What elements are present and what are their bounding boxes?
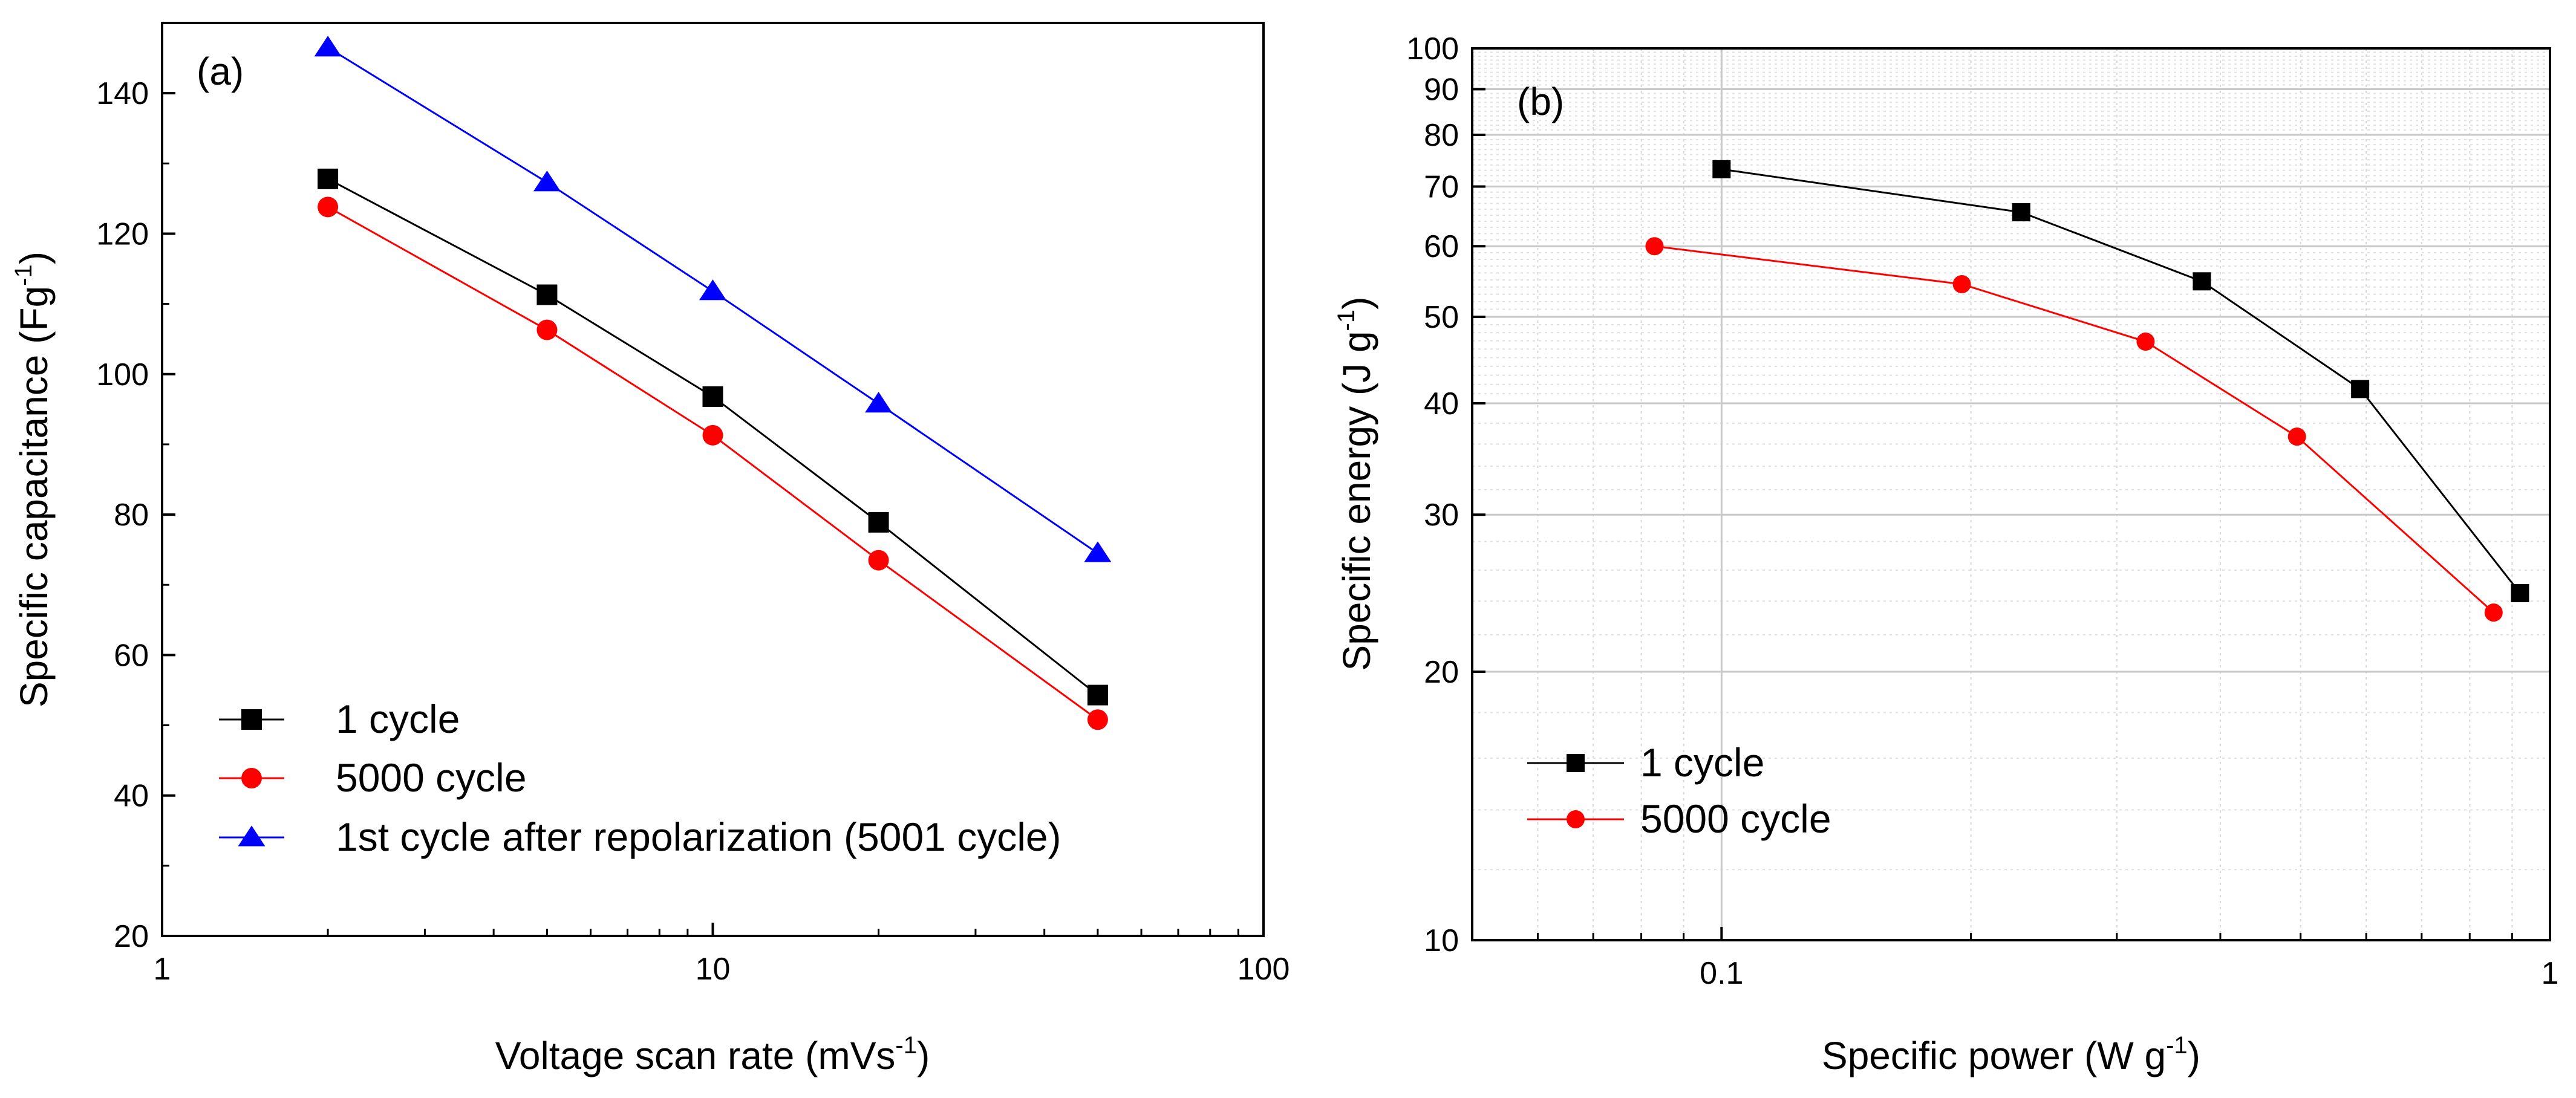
panel-b-plot-frame bbox=[1471, 47, 2551, 941]
panel-a-x-title-main: Voltage scan rate (mVs bbox=[495, 1034, 896, 1077]
panel-a-point-2-3 bbox=[865, 392, 893, 413]
panel-a-y-tick-label: 80 bbox=[114, 498, 149, 533]
panel-b-x-axis-title: Specific power (W g-1) bbox=[1822, 1032, 2200, 1077]
panel-b-y-axis-title: Specific energy (J g-1) bbox=[1333, 297, 1378, 671]
panel-a-point-0-2 bbox=[702, 386, 723, 407]
panel-b-y-tick-label: 100 bbox=[1406, 31, 1459, 67]
panel-b-x-tick-label: 1 bbox=[2542, 956, 2559, 991]
panel-a-y-axis-title: Specific capacitance (Fg-1) bbox=[10, 252, 56, 707]
panel-a-point-1-0 bbox=[318, 197, 339, 218]
panel-a-point-2-1 bbox=[533, 171, 561, 192]
panel-b-point-1-3 bbox=[2287, 427, 2306, 446]
panel-a-legend-marker-2 bbox=[238, 825, 266, 846]
panel-a-point-2-0 bbox=[314, 36, 342, 57]
panel-a-point-0-3 bbox=[868, 512, 889, 533]
panel-b-legend-label-1: 5000 cycle bbox=[1640, 796, 1831, 841]
panel-b-point-0-2 bbox=[2193, 272, 2211, 291]
panel-a-point-2-4 bbox=[1084, 541, 1112, 562]
panel-a-y-title-sup: -1 bbox=[10, 264, 37, 286]
panel-b-x-title-end: ) bbox=[2188, 1034, 2200, 1077]
panel-a-series-line-2 bbox=[327, 47, 1098, 554]
panel-a-point-1-2 bbox=[702, 424, 723, 446]
panel-a-point-0-0 bbox=[318, 168, 339, 189]
panel-b-y-title-main: Specific energy (J g bbox=[1335, 331, 1378, 671]
panel-a-x-tick-label: 1 bbox=[154, 952, 171, 987]
panel-a-legend-marker-0 bbox=[241, 709, 262, 730]
panel-b-y-tick-label: 40 bbox=[1424, 386, 1459, 421]
panel-a-series-layer bbox=[314, 36, 1112, 730]
panel-b-point-0-0 bbox=[1712, 160, 1731, 178]
panel-b-point-0-3 bbox=[2351, 380, 2370, 398]
panel-b-legend: 1 cycle 5000 cycle bbox=[1527, 740, 1831, 841]
panel-a-y-tick-label: 120 bbox=[96, 216, 149, 252]
panel-a-legend-label-0: 1 cycle bbox=[336, 697, 460, 741]
panel-b-y-tick-label: 60 bbox=[1424, 229, 1459, 264]
panel-a-y-tick-label: 40 bbox=[114, 779, 149, 814]
panel-a-y-tick-label: 20 bbox=[114, 919, 149, 954]
panel-a-legend-marker-1 bbox=[241, 768, 262, 788]
panel-b-x-title-sup: -1 bbox=[2166, 1032, 2188, 1059]
panel-a-x-title-end: ) bbox=[917, 1034, 930, 1077]
panel-b-y-title-end: ) bbox=[1335, 297, 1378, 310]
panel-a-x-title-sup: -1 bbox=[895, 1032, 917, 1059]
panel-b-y-tick-label: 10 bbox=[1424, 923, 1459, 958]
panel-b-y-tick-label: 70 bbox=[1424, 169, 1459, 204]
panel-b-gridlines bbox=[1472, 47, 2551, 941]
panel-b-x-tick-label: 0.1 bbox=[1700, 956, 1743, 991]
panel-a-legend-label-1: 5000 cycle bbox=[336, 755, 527, 800]
panel-b-point-1-4 bbox=[2484, 603, 2503, 622]
panel-b-label: (b) bbox=[1517, 80, 1564, 123]
panel-a-point-2-2 bbox=[699, 279, 726, 300]
panel-a-point-0-1 bbox=[536, 284, 558, 305]
panel-a-chart: 20 40 60 80 100 120 140 1 10 100 (a) Voltage scan… bbox=[10, 22, 1290, 1077]
panel-b-point-1-0 bbox=[1645, 237, 1664, 256]
panel-b-legend-label-0: 1 cycle bbox=[1640, 740, 1764, 785]
panel-b-x-title-main: Specific power (W g bbox=[1822, 1034, 2166, 1077]
panel-b-y-tick-label: 50 bbox=[1424, 300, 1459, 335]
panel-b-y-tick-label: 30 bbox=[1424, 498, 1459, 533]
panel-b-chart: 10 20 30 40 50 60 70 80 90 100 0.1 1 (b) Specific p… bbox=[1333, 31, 2558, 1077]
panel-b-point-1-1 bbox=[1952, 274, 1971, 293]
panel-b-y-tick-label: 80 bbox=[1424, 118, 1459, 153]
panel-a-ticks: 20 40 60 80 100 120 140 1 10 100 bbox=[96, 22, 1290, 987]
panel-a-y-tick-label: 140 bbox=[96, 76, 149, 111]
panel-a-x-axis-title: Voltage scan rate (mVs-1) bbox=[495, 1032, 930, 1077]
panel-a-y-title-main: Specific capacitance (Fg bbox=[12, 286, 56, 707]
panel-a-point-1-1 bbox=[536, 319, 558, 340]
panel-a-y-tick-label: 60 bbox=[114, 638, 149, 673]
panel-b-legend-marker-0 bbox=[1567, 754, 1585, 772]
panel-a-x-tick-label: 10 bbox=[696, 952, 731, 987]
panel-a-point-1-4 bbox=[1087, 709, 1108, 730]
panel-b-y-tick-label: 90 bbox=[1424, 72, 1459, 107]
panel-a-point-1-3 bbox=[868, 550, 889, 571]
panel-a-legend: 1 cycle 5000 cycle 1st cycle after repolar… bbox=[219, 697, 1061, 859]
panel-a-y-title-end: ) bbox=[12, 252, 56, 264]
panel-b-point-1-2 bbox=[2136, 333, 2155, 351]
panel-b-series-layer bbox=[1645, 160, 2529, 622]
panel-a-y-tick-label: 100 bbox=[96, 357, 149, 392]
panel-a-x-tick-label: 100 bbox=[1237, 952, 1290, 987]
panel-b-y-tick-label: 20 bbox=[1424, 655, 1459, 690]
panel-a-label: (a) bbox=[197, 50, 244, 93]
panel-b-point-0-1 bbox=[2012, 203, 2030, 222]
panel-b-legend-marker-1 bbox=[1567, 810, 1585, 828]
panel-a-legend-label-2: 1st cycle after repolarization (5001 cyc… bbox=[336, 814, 1061, 859]
panel-a-point-0-4 bbox=[1087, 684, 1108, 706]
panel-b-y-title-sup: -1 bbox=[1333, 310, 1360, 331]
panel-a-plot-frame bbox=[161, 22, 1265, 937]
panel-b-point-0-4 bbox=[2511, 583, 2529, 602]
